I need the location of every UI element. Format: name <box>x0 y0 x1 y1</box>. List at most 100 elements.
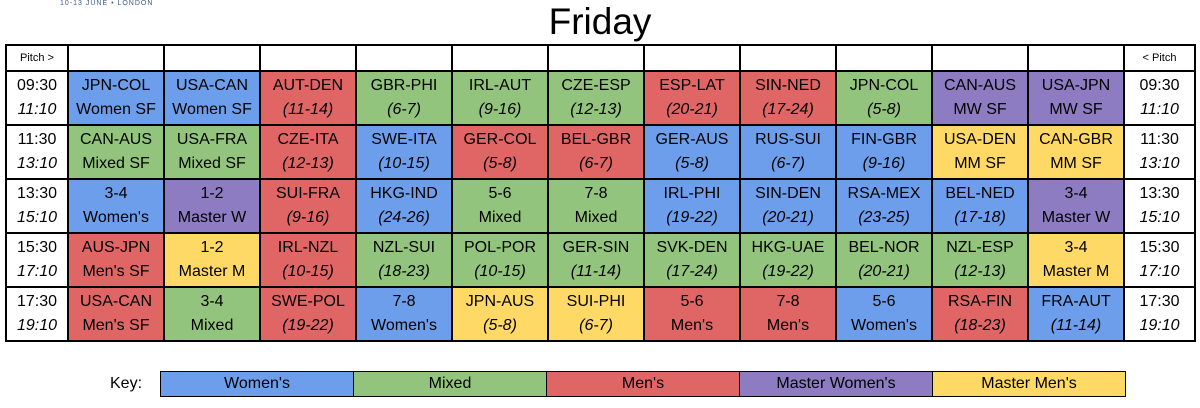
start-time: 15:30 <box>1139 239 1180 256</box>
time-cell-left: 09:30 11:10 <box>5 70 69 126</box>
match-teams: SIN-DEN <box>755 185 821 202</box>
match-stage: (12-13) <box>570 101 622 118</box>
match-stage: (5-8) <box>867 101 901 118</box>
match-stage: (5-8) <box>483 155 517 172</box>
match-cell: SUI-PHI (6-7) <box>547 286 645 342</box>
schedule-table: Pitch > < Pitch 09:30 11:10 JPN-COL Women S… <box>5 44 1196 342</box>
end-time: 17:10 <box>1139 263 1180 280</box>
match-cell: HKG-IND (24-26) <box>355 178 453 234</box>
match-cell: IRL-PHI (19-22) <box>643 178 741 234</box>
match-stage: Mixed <box>574 209 618 226</box>
match-teams: GER-AUS <box>655 131 729 148</box>
match-teams: JPN-COL <box>849 77 919 94</box>
match-cell: BEL-NOR (20-21) <box>835 232 933 288</box>
match-cell: SIN-NED (17-24) <box>739 70 837 126</box>
match-cell: 7-8 Mixed <box>547 178 645 234</box>
match-cell: CAN-AUS Mixed SF <box>67 124 165 180</box>
match-teams: 3-4 <box>1064 185 1088 202</box>
match-stage: (5-8) <box>483 317 517 334</box>
end-time: 15:10 <box>16 209 58 226</box>
time-cell-left: 13:30 15:10 <box>5 178 69 234</box>
event-logo-text: 10-13 JUNE • LONDON <box>60 0 154 7</box>
match-cell: HKG-UAE (19-22) <box>739 232 837 288</box>
match-stage: (17-24) <box>762 101 814 118</box>
match-cell: NZL-ESP (12-13) <box>931 232 1029 288</box>
match-stage: Master W <box>177 209 247 226</box>
match-stage: (19-22) <box>762 263 814 280</box>
match-stage: (10-15) <box>282 263 334 280</box>
pitch-header-cell <box>931 44 1029 72</box>
color-key: Women's Mixed Men's Master Women's Master Me… <box>160 371 1126 397</box>
match-teams: ESP-LAT <box>659 77 725 94</box>
match-teams: 7-8 <box>776 293 800 310</box>
match-teams: USA-DEN <box>943 131 1016 148</box>
time-cell-right: 09:30 11:10 <box>1123 70 1196 126</box>
match-stage: (23-25) <box>858 209 910 226</box>
match-stage: Mixed <box>478 209 522 226</box>
match-teams: HKG-IND <box>370 185 438 202</box>
match-teams: 5-6 <box>488 185 512 202</box>
match-teams: CAN-AUS <box>79 131 152 148</box>
match-teams: CAN-AUS <box>943 77 1016 94</box>
match-teams: USA-CAN <box>79 293 152 310</box>
time-cell-right: 11:30 13:10 <box>1123 124 1196 180</box>
match-stage: (19-22) <box>666 209 718 226</box>
match-teams: 7-8 <box>392 293 416 310</box>
match-stage: (9-16) <box>862 155 906 172</box>
match-cell: 3-4 Mixed <box>163 286 261 342</box>
match-teams: NZL-SUI <box>372 239 436 256</box>
match-teams: 1-2 <box>200 185 224 202</box>
match-cell: 7-8 Women's <box>355 286 453 342</box>
match-stage: (12-13) <box>954 263 1006 280</box>
match-teams: 3-4 <box>104 185 128 202</box>
match-teams: RSA-MEX <box>847 185 921 202</box>
match-stage: (20-21) <box>666 101 718 118</box>
match-stage: (18-23) <box>954 317 1006 334</box>
match-cell: USA-CAN Women SF <box>163 70 261 126</box>
match-cell: 7-8 Men's <box>739 286 837 342</box>
pitch-header-cell <box>547 44 645 72</box>
start-time: 15:30 <box>16 239 58 256</box>
pitch-header-cell <box>163 44 261 72</box>
time-slot-row: 17:30 19:10 USA-CAN Men's SF 3-4 Mixed SWE-POL… <box>5 286 1196 342</box>
match-cell: IRL-AUT (9-16) <box>451 70 549 126</box>
time-slot-row: 09:30 11:10 JPN-COL Women SF USA-CAN Women SF… <box>5 70 1196 126</box>
match-cell: FRA-AUT (11-14) <box>1027 286 1125 342</box>
match-stage: (6-7) <box>579 317 613 334</box>
match-stage: (20-21) <box>858 263 910 280</box>
match-teams: RSA-FIN <box>948 293 1012 310</box>
pitch-header-cell <box>739 44 837 72</box>
match-teams: BEL-NED <box>945 185 1015 202</box>
match-cell: AUS-JPN Men's SF <box>67 232 165 288</box>
match-stage: Master W <box>1041 209 1111 226</box>
match-teams: IRL-PHI <box>663 185 721 202</box>
match-stage: Mixed SF <box>178 155 246 172</box>
match-cell: SIN-DEN (20-21) <box>739 178 837 234</box>
match-stage: MM SF <box>1050 155 1102 172</box>
match-stage: (10-15) <box>378 155 430 172</box>
match-teams: 7-8 <box>584 185 608 202</box>
match-teams: 3-4 <box>1064 239 1088 256</box>
match-cell: JPN-COL Women SF <box>67 70 165 126</box>
start-time: 11:30 <box>17 131 57 148</box>
match-teams: FRA-AUT <box>1041 293 1111 310</box>
match-teams: USA-CAN <box>175 77 248 94</box>
match-stage: Master M <box>178 263 246 280</box>
page-title: Friday <box>548 1 652 42</box>
match-teams: CZE-ESP <box>561 77 631 94</box>
time-slot-row: 11:30 13:10 CAN-AUS Mixed SF USA-FRA Mixed SF… <box>5 124 1196 180</box>
match-stage: (17-18) <box>954 209 1006 226</box>
match-stage: Women SF <box>76 101 156 118</box>
match-stage: (19-22) <box>282 317 334 334</box>
match-stage: Women SF <box>172 101 252 118</box>
key-item: Mixed <box>353 371 547 397</box>
match-cell: 5-6 Mixed <box>451 178 549 234</box>
pitch-header-cell <box>355 44 453 72</box>
time-cell-left: 17:30 19:10 <box>5 286 69 342</box>
match-stage: Women's <box>83 209 149 226</box>
match-stage: (11-14) <box>282 101 334 118</box>
match-stage: Men's <box>670 317 714 334</box>
match-cell: 3-4 Master M <box>1027 232 1125 288</box>
match-cell: NZL-SUI (18-23) <box>355 232 453 288</box>
match-teams: 5-6 <box>872 293 896 310</box>
